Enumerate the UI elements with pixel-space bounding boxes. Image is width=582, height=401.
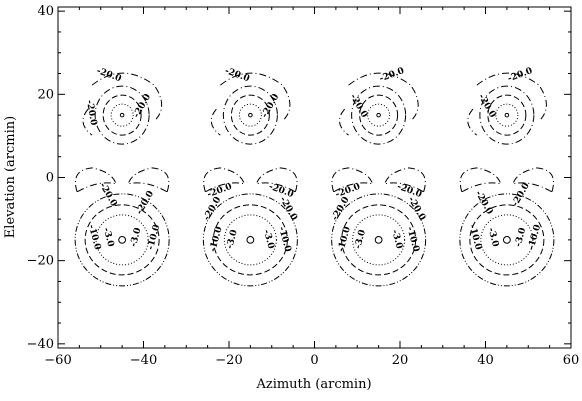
contour-20db <box>202 193 298 287</box>
beam-core-contour <box>374 235 383 244</box>
contour-label: -3.0 <box>485 227 500 248</box>
y-tick-label: 40 <box>37 4 54 19</box>
sidelobe-crescent <box>459 167 502 193</box>
contour-10db <box>230 94 270 136</box>
y-tick-label: −20 <box>27 254 54 269</box>
sidelobe-crescent <box>74 167 117 193</box>
contour-10db <box>487 94 527 136</box>
x-tick-label: 20 <box>392 353 409 368</box>
x-tick-label: 60 <box>563 353 580 368</box>
sidelobe-crescent <box>383 167 426 193</box>
contour-10db <box>359 94 399 136</box>
contour-10db <box>102 94 142 136</box>
sidelobe-arc <box>82 108 93 136</box>
y-tick-label: −40 <box>27 337 54 352</box>
x-tick-label: −40 <box>130 353 157 368</box>
sidelobe-arc <box>339 108 349 136</box>
x-tick-label: −60 <box>44 353 71 368</box>
contour-20db <box>222 85 278 145</box>
contour-10db <box>212 204 288 276</box>
sidelobe-arc <box>476 72 547 120</box>
beam-core-contour <box>502 235 511 244</box>
contour-10db <box>469 204 545 276</box>
contour-20db <box>479 85 535 145</box>
contour-20db <box>351 85 407 145</box>
sidelobe-arc <box>348 72 419 120</box>
sidelobe-crescent <box>331 167 374 193</box>
beam-core-contour <box>248 112 253 118</box>
sidelobe-arc <box>467 108 478 136</box>
contour-20db <box>459 193 555 287</box>
contour-10db <box>84 204 160 276</box>
sidelobe-arc <box>210 108 221 136</box>
x-tick-label: 40 <box>477 353 494 368</box>
beam-core-contour <box>118 235 127 244</box>
contour-label: -3.0 <box>101 227 116 248</box>
contour-label: -3.0 <box>225 229 240 250</box>
y-tick-label: 0 <box>46 171 54 186</box>
beam-core-contour <box>504 112 510 118</box>
x-tick-label: −20 <box>215 353 242 368</box>
contour-label: -3.0 <box>389 229 404 250</box>
y-axis-label: Elevation (arcmin) <box>3 116 18 238</box>
contour-label: -3.0 <box>353 229 368 250</box>
contour-20db <box>94 85 150 145</box>
contour-3db <box>95 214 149 266</box>
contour-label: -3.0 <box>514 227 529 248</box>
contour-3db <box>110 103 134 127</box>
contour-3db <box>367 103 391 127</box>
contour-10db <box>341 204 417 276</box>
x-tick-label: 0 <box>310 353 318 368</box>
beam-core-contour <box>119 112 125 118</box>
y-tick-label: 20 <box>37 87 54 102</box>
sidelobe-crescent <box>127 167 170 193</box>
x-axis-label: Azimuth (arcmin) <box>255 377 371 392</box>
contour-label: -3.0 <box>261 229 276 250</box>
sidelobe-crescent <box>255 167 298 193</box>
contour-20db <box>331 193 427 287</box>
contour-3db <box>480 214 534 266</box>
contour-label: -20.0 <box>84 99 98 126</box>
sidelobe-arc <box>220 72 291 120</box>
beam-core-contour <box>376 112 381 118</box>
contour-20db <box>74 193 170 287</box>
contour-3db <box>238 103 262 127</box>
contour-3db <box>495 103 519 127</box>
beam-core-contour <box>246 235 255 244</box>
sidelobe-arc <box>91 72 163 120</box>
contour-label: -3.0 <box>129 227 144 248</box>
contour-3db <box>352 214 406 266</box>
contour-3db <box>223 214 277 266</box>
sidelobe-crescent <box>203 167 246 193</box>
sidelobe-crescent <box>512 167 555 193</box>
